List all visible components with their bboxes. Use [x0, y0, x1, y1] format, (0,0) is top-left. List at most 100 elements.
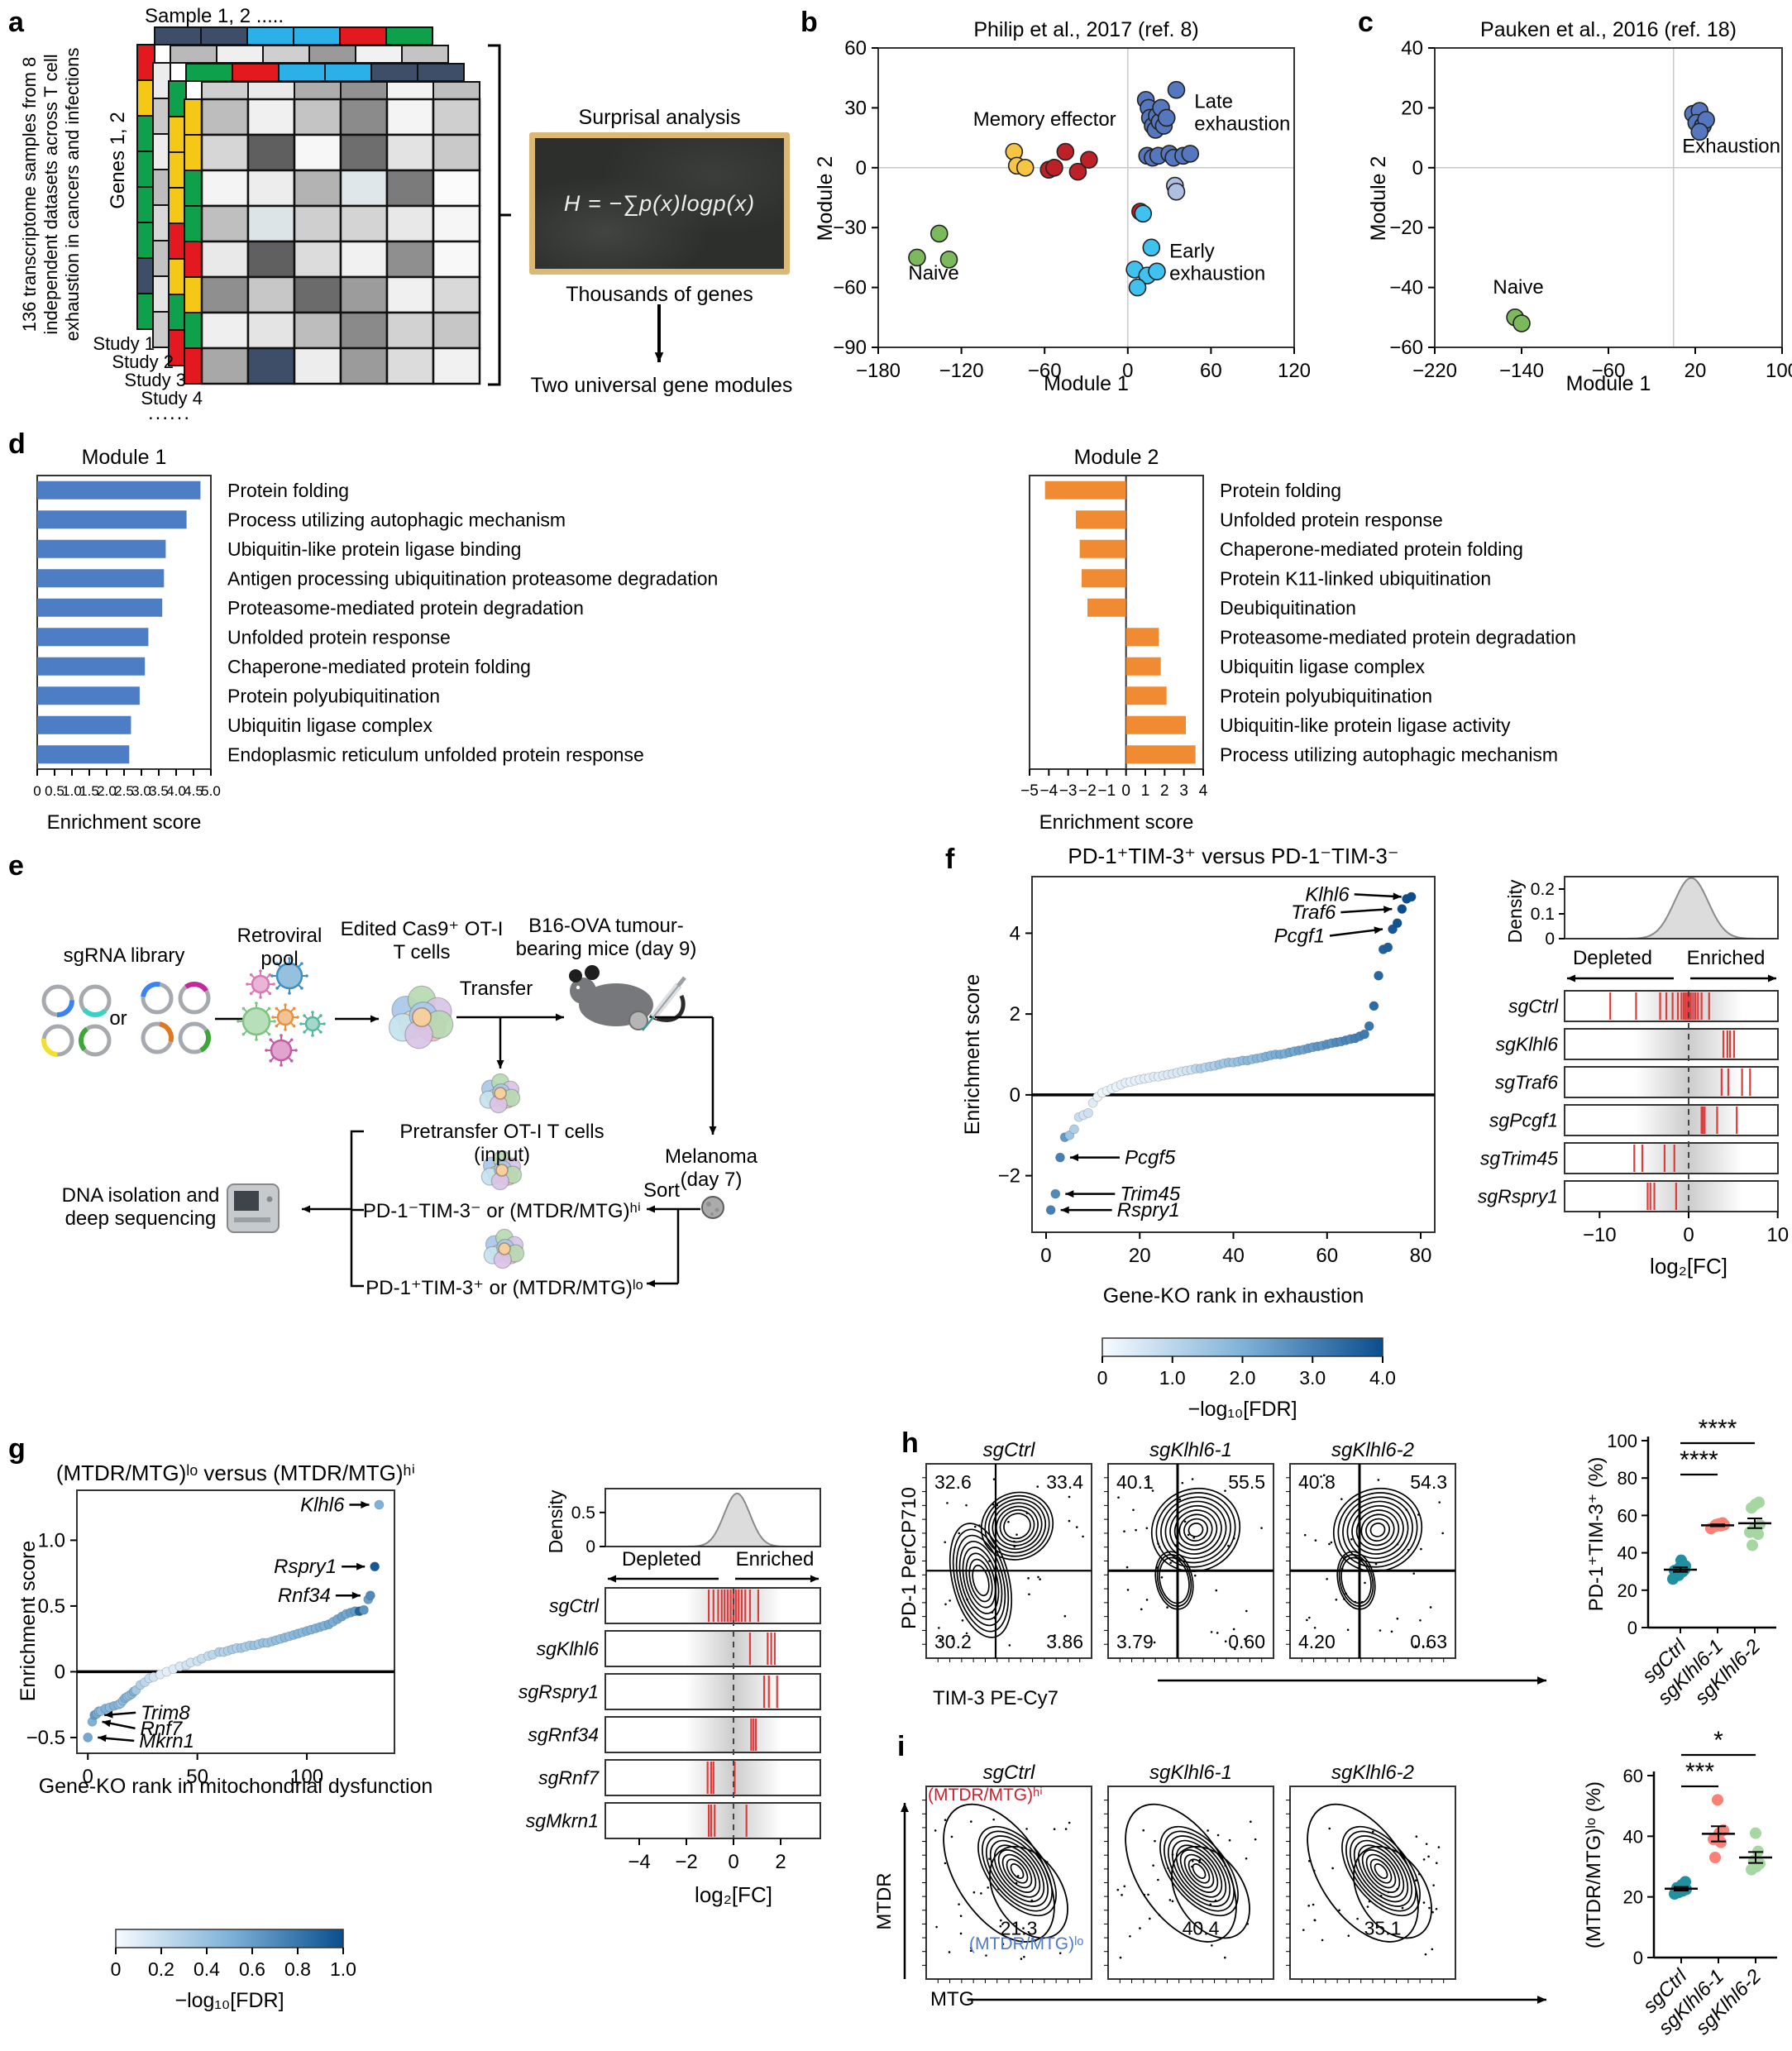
svg-text:−60: −60: [833, 277, 867, 299]
mice-label: B16-OVA tumour- bearing mice (day 9): [515, 915, 697, 960]
study-1-label: Study 1: [93, 333, 155, 354]
svg-text:0.2: 0.2: [148, 1958, 174, 1980]
svg-text:4.20: 4.20: [1298, 1631, 1336, 1652]
sort-label: Sort: [643, 1179, 680, 1202]
h-x-axis-label: TIM-3 PE-Cy7: [933, 1687, 1059, 1709]
svg-text:21.3: 21.3: [1001, 1917, 1038, 1939]
svg-text:40.1: 40.1: [1116, 1471, 1154, 1493]
svg-text:0: 0: [55, 1661, 65, 1683]
svg-text:Klhl6: Klhl6: [1305, 883, 1350, 906]
svg-text:(MTDR/MTG)ˡᵒ versus (MTDR/MTG): (MTDR/MTG)ˡᵒ versus (MTDR/MTG)ʰⁱ: [56, 1461, 415, 1485]
svg-text:0.5: 0.5: [45, 783, 65, 799]
strip-plot: 0204060sgCtrlsgKlhl6-1sgKlhl6-2****(MTDR…: [1583, 1727, 1777, 2039]
heatmap-stack: [136, 26, 511, 386]
flow-plots-mtdr-mtg: 21.3 40.4 35.1: [901, 1786, 1546, 2004]
sample-axis-label: Sample 1, 2 .....: [145, 5, 284, 27]
svg-text:Pauken et al., 2016 (ref. 18): Pauken et al., 2016 (ref. 18): [1480, 18, 1737, 41]
mouse-icon: [569, 965, 686, 1031]
svg-text:−10: −10: [1583, 1224, 1617, 1246]
svg-text:Exhaustion: Exhaustion: [1682, 136, 1780, 158]
i-x-axis-label: MTG: [930, 1988, 975, 2010]
svg-text:10: 10: [1766, 1224, 1789, 1246]
svg-text:Protein K11-linked ubiquitinat: Protein K11-linked ubiquitination: [1220, 567, 1491, 589]
svg-text:Klhl6: Klhl6: [300, 1494, 345, 1516]
i-y-axis-label: MTDR: [873, 1872, 896, 1930]
scatter-pauken: −220 −140 −60 20 100 40 20 0 −20 −40 −60 Pauken et …: [1367, 18, 1792, 395]
svg-text:−180: −180: [856, 360, 901, 382]
svg-text:sgKlhl6: sgKlhl6: [537, 1638, 600, 1660]
svg-text:sgRnf7: sgRnf7: [538, 1767, 600, 1789]
svg-text:−log₁₀[FDR]: −log₁₀[FDR]: [174, 1989, 284, 2012]
svg-text:0: 0: [1633, 1948, 1643, 1968]
svg-text:Enriched: Enriched: [736, 1548, 815, 1571]
barcode-panel: 0 0.1 0.2 Density Depleted Enriched sgCtrl sgKl…: [1478, 876, 1789, 1279]
svg-text:2.0: 2.0: [1230, 1367, 1256, 1389]
workflow-graphics: [41, 957, 724, 1288]
svg-text:3.0: 3.0: [1299, 1367, 1326, 1389]
svg-text:−log₁₀[FDR]: −log₁₀[FDR]: [1187, 1398, 1297, 1421]
svg-text:Rspry1: Rspry1: [274, 1556, 337, 1578]
svg-text:PD-1⁺TIM-3⁺ versus PD-1⁻TIM-3⁻: PD-1⁺TIM-3⁺ versus PD-1⁻TIM-3⁻: [1068, 844, 1398, 868]
svg-text:sgTrim45: sgTrim45: [1480, 1148, 1558, 1169]
svg-text:−0.5: −0.5: [26, 1727, 65, 1749]
svg-text:Protein folding: Protein folding: [1220, 480, 1341, 501]
svg-text:2: 2: [1160, 782, 1169, 800]
double-positive-label: PD-1⁺TIM-3⁺ or (MTDR/MTG)ˡᵒ: [366, 1277, 643, 1299]
svg-text:sgMkrn1: sgMkrn1: [526, 1810, 599, 1832]
svg-text:Trim45: Trim45: [1120, 1183, 1181, 1206]
bar-chart: Protein folding Unfolded protein response…: [1020, 446, 1576, 834]
svg-text:PD-1⁺TIM-3⁺ (%): PD-1⁺TIM-3⁺ (%): [1585, 1457, 1608, 1612]
svg-text:sgKlhl6: sgKlhl6: [1496, 1034, 1559, 1055]
svg-text:1.0: 1.0: [330, 1958, 356, 1980]
svg-text:Module 2: Module 2: [1367, 156, 1390, 241]
svg-text:0: 0: [1010, 1084, 1020, 1107]
svg-text:0.5: 0.5: [38, 1595, 65, 1618]
panel-label-g: g: [8, 1433, 26, 1465]
mtdr-mtg-hi-label: (MTDR/MTG)ʰⁱ: [928, 1786, 1043, 1805]
svg-text:***: ***: [1685, 1758, 1714, 1786]
svg-text:40: 40: [1401, 37, 1423, 60]
svg-text:****: ****: [1699, 1415, 1737, 1442]
svg-text:Enrichment score: Enrichment score: [17, 1541, 40, 1702]
scatter-philip: −180 −120 −60 0 60 120 60 30 0 −30 −60 −90 Philip et…: [814, 18, 1311, 395]
svg-text:5.0: 5.0: [201, 783, 221, 799]
svg-text:3.0: 3.0: [131, 783, 151, 799]
blackboard: H = −∑p(x)logp(x): [529, 132, 790, 275]
svg-text:Module 1: Module 1: [1044, 372, 1129, 395]
svg-text:0.4: 0.4: [194, 1958, 220, 1980]
panel-label-i: i: [897, 1731, 906, 1762]
mtdr-mtg-lo-label: (MTDR/MTG)ˡᵒ: [969, 1934, 1084, 1953]
svg-text:60: 60: [1618, 1505, 1637, 1526]
svg-text:*: *: [1713, 1727, 1723, 1754]
svg-text:Chaperone-mediated protein fol: Chaperone-mediated protein folding: [1220, 538, 1523, 560]
svg-text:3.5: 3.5: [149, 783, 169, 799]
rank-scatter: 0 50 100 1.0 0.5 0 −0.5 (MTDR/MTG)ˡᵒ versus (MT…: [17, 1461, 432, 2012]
svg-text:20: 20: [1623, 1887, 1643, 1908]
svg-text:0: 0: [33, 783, 41, 799]
svg-text:54.3: 54.3: [1410, 1471, 1447, 1493]
workflow-shapes: [41, 957, 724, 1288]
h-y-axis-label: PD-1 PerCP710: [898, 1486, 920, 1630]
svg-text:0: 0: [1683, 1224, 1694, 1246]
svg-text:−2: −2: [998, 1165, 1020, 1188]
svg-text:Gene-KO rank in exhaustion: Gene-KO rank in exhaustion: [1103, 1284, 1364, 1308]
svg-text:Module 2: Module 2: [1074, 446, 1159, 469]
svg-text:Endoplasmic reticulum unfolded: Endoplasmic reticulum unfolded protein r…: [227, 743, 644, 765]
svg-text:sgRspry1: sgRspry1: [1478, 1186, 1558, 1207]
svg-text:0: 0: [856, 157, 867, 179]
svg-text:20: 20: [1684, 360, 1707, 382]
study-4-label: Study 4: [141, 388, 203, 409]
bars-module1: Protein folding Process utilizing autopha…: [33, 446, 718, 834]
panel-label-d: d: [8, 428, 26, 460]
rank-scatter-mito: 0 50 100 1.0 0.5 0 −0.5 (MTDR/MTG)ˡᵒ versus (MT…: [17, 1461, 432, 2012]
svg-text:0: 0: [585, 1537, 595, 1556]
svg-text:−40: −40: [1389, 277, 1423, 299]
svg-text:Ubiquitin ligase complex: Ubiquitin ligase complex: [227, 715, 433, 736]
svg-text:Trim8: Trim8: [141, 1702, 190, 1724]
svg-text:2.5: 2.5: [114, 783, 134, 799]
svg-text:20: 20: [1401, 97, 1423, 119]
svg-text:120: 120: [1278, 360, 1311, 382]
